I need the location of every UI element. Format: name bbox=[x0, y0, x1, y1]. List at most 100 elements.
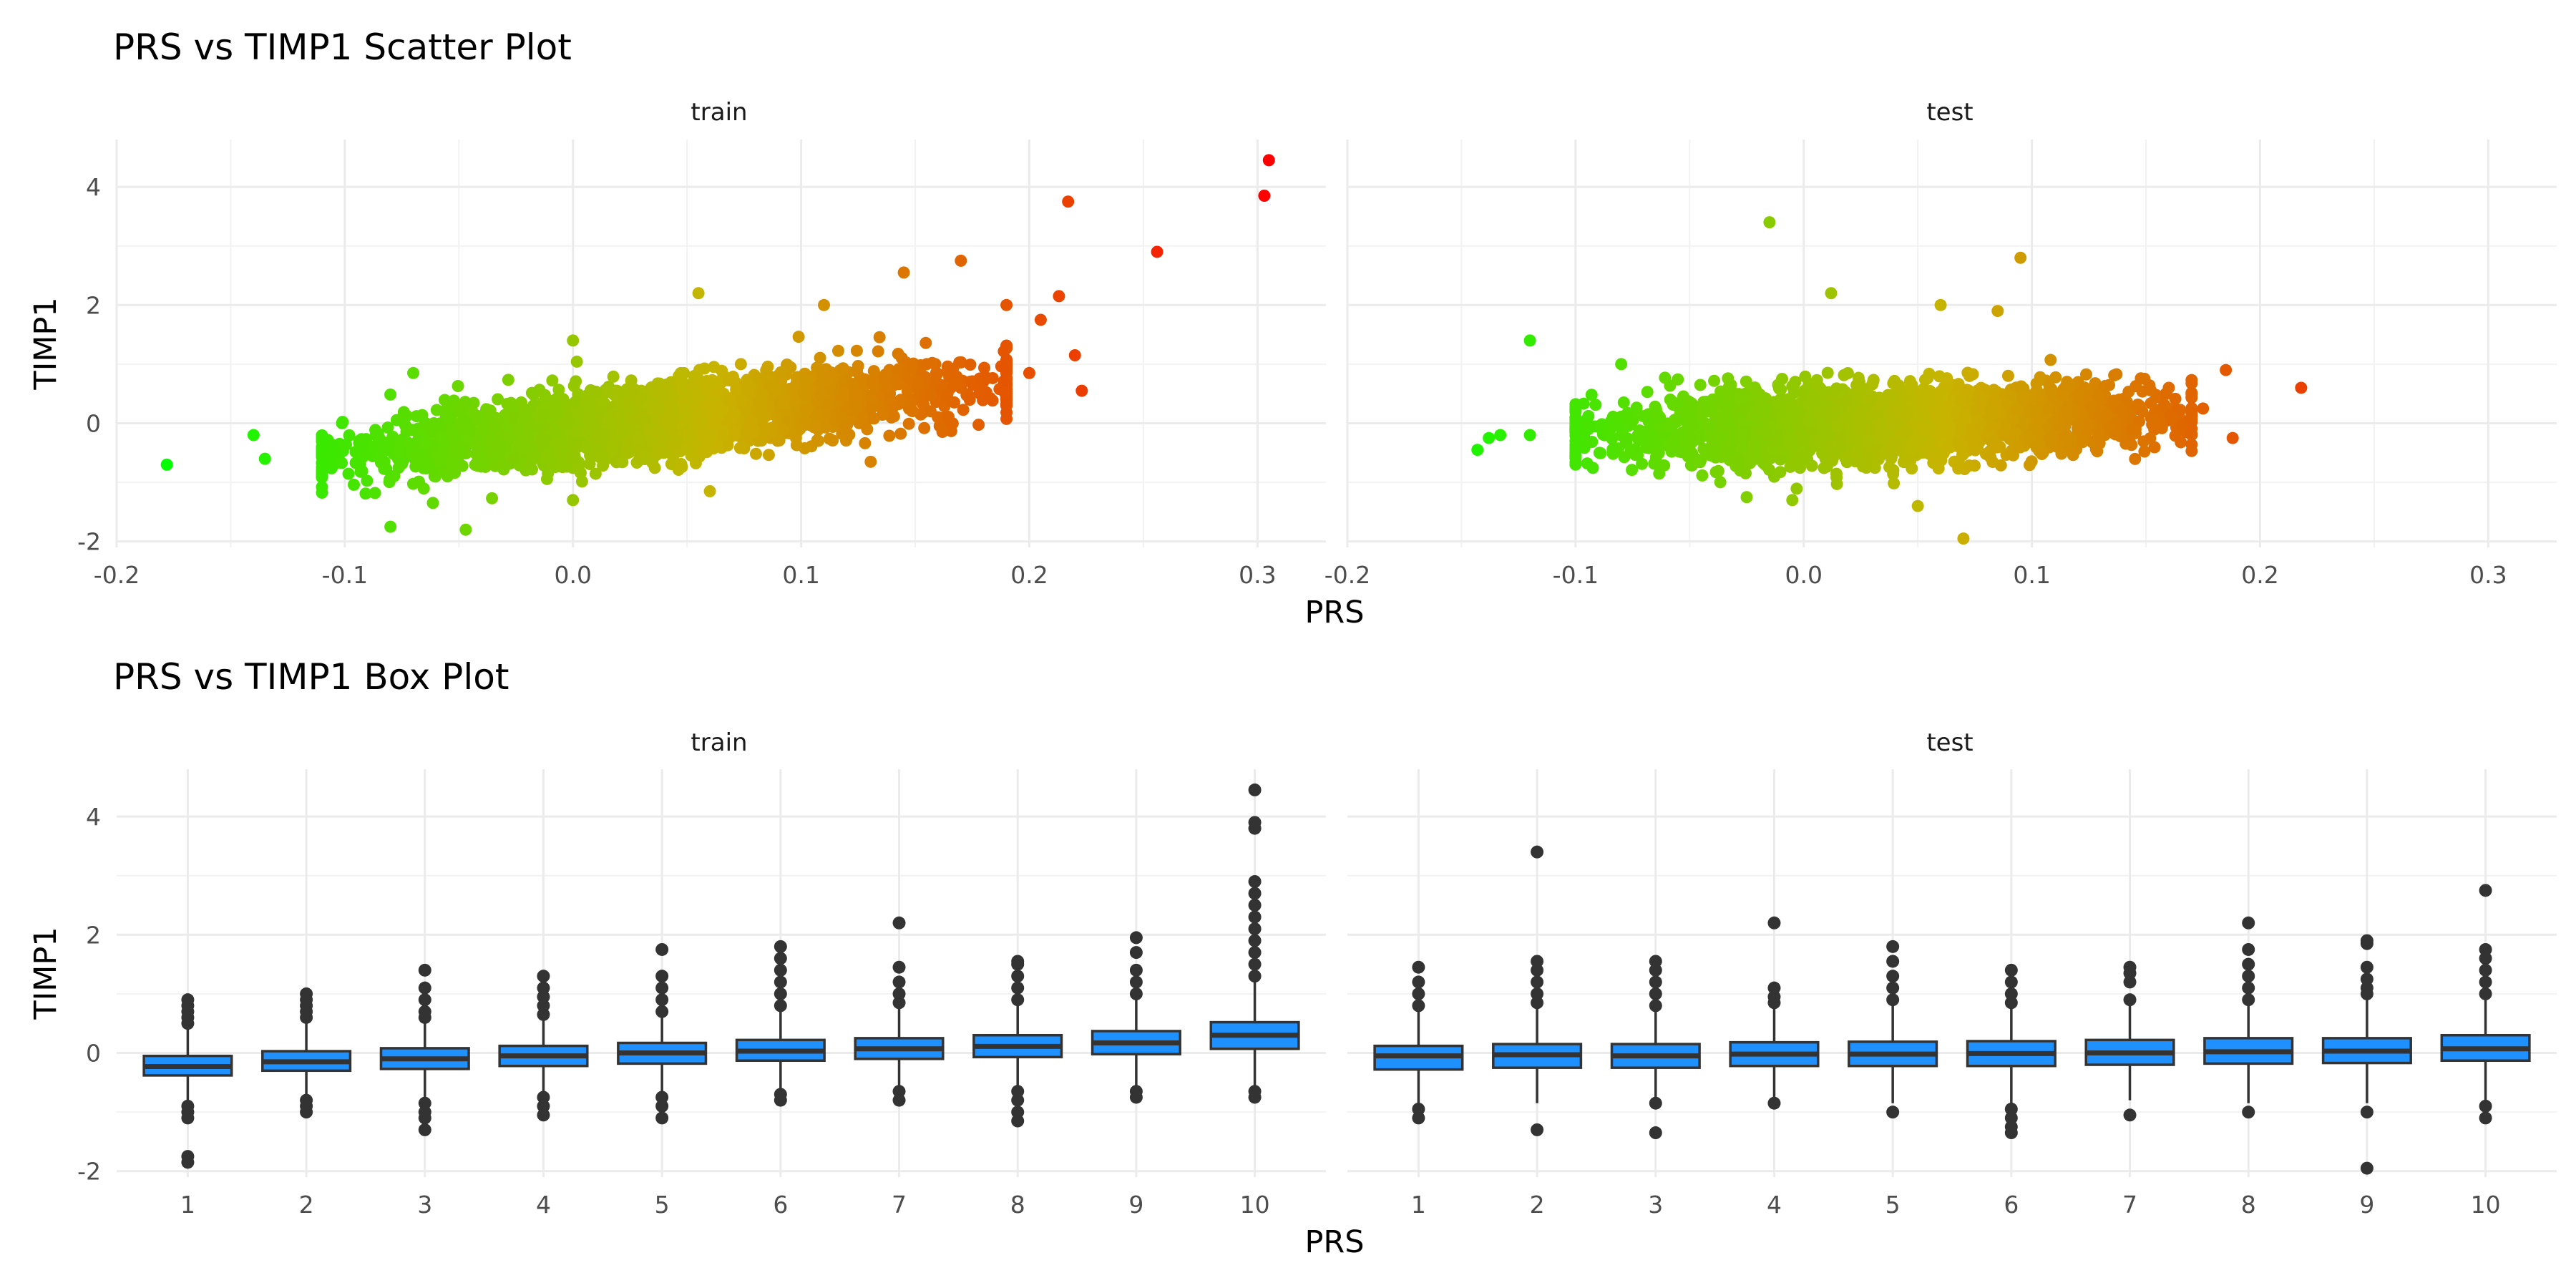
scatter-point bbox=[761, 361, 774, 374]
scatter-point bbox=[567, 334, 580, 347]
scatter-point bbox=[426, 497, 439, 509]
scatter-point bbox=[919, 336, 932, 349]
scatter-point bbox=[436, 431, 449, 444]
scatter-point bbox=[817, 298, 830, 311]
scatter-point bbox=[2034, 371, 2046, 384]
scatter-point bbox=[727, 374, 740, 386]
scatter-point bbox=[597, 427, 610, 440]
scatter-point bbox=[388, 469, 401, 482]
scatter-point bbox=[887, 410, 900, 423]
scatter-point bbox=[485, 449, 498, 462]
scatter-point bbox=[873, 331, 886, 343]
scatter-point bbox=[902, 417, 915, 430]
scatter-point bbox=[918, 421, 931, 434]
scatter-point bbox=[799, 389, 812, 401]
scatter-point bbox=[316, 434, 328, 447]
scatter-point bbox=[613, 409, 626, 422]
scatter-point bbox=[2144, 431, 2157, 444]
scatter-point bbox=[703, 485, 716, 498]
scatter-point bbox=[850, 344, 863, 357]
scatter-point bbox=[558, 419, 571, 431]
scatter-point bbox=[436, 448, 449, 461]
scatter-point bbox=[430, 404, 443, 416]
scatter-point bbox=[492, 393, 504, 406]
scatter-point bbox=[2023, 459, 2036, 472]
x-tick-label: 0.2 bbox=[2241, 561, 2278, 589]
scatter-point bbox=[369, 487, 381, 499]
scatter-point bbox=[384, 520, 397, 533]
scatter-point bbox=[749, 447, 762, 460]
scatter-point bbox=[638, 451, 651, 464]
scatter-point bbox=[353, 458, 366, 471]
scatter-point bbox=[678, 366, 691, 379]
scatter-point bbox=[340, 439, 353, 452]
x-tick-label: 0.0 bbox=[554, 561, 591, 589]
x-tick-label: 0.1 bbox=[2013, 561, 2050, 589]
scatter-point bbox=[967, 379, 980, 391]
scatter-point bbox=[823, 398, 836, 411]
scatter-point bbox=[733, 441, 746, 454]
scatter-point bbox=[360, 447, 373, 460]
scatter-point bbox=[1000, 397, 1013, 410]
scatter-point bbox=[879, 372, 892, 385]
scatter-point bbox=[2129, 452, 2142, 465]
scatter-point bbox=[693, 414, 706, 427]
scatter-point bbox=[566, 436, 579, 449]
scatter-point bbox=[1830, 382, 1843, 395]
scatter-point bbox=[864, 455, 877, 468]
scatter-point bbox=[607, 370, 620, 383]
scatter-point bbox=[540, 451, 553, 464]
scatter-point bbox=[847, 399, 860, 411]
scatter-point bbox=[705, 379, 718, 391]
scatter-point bbox=[843, 428, 856, 441]
scatter-point bbox=[570, 355, 583, 368]
scatter-point bbox=[495, 459, 508, 472]
scatter-point bbox=[709, 418, 722, 431]
scatter-point bbox=[681, 394, 694, 406]
scatter-point bbox=[1772, 379, 1785, 391]
scatter-point bbox=[1712, 464, 1724, 477]
scatter-point bbox=[1034, 313, 1047, 326]
scatter-point bbox=[935, 380, 948, 393]
scatter-point bbox=[1583, 419, 1596, 432]
scatter-point bbox=[502, 374, 514, 386]
scatter-point bbox=[456, 459, 469, 472]
scatter-point bbox=[763, 379, 776, 392]
scatter-point bbox=[1708, 374, 1721, 387]
x-tick-label: -0.2 bbox=[94, 561, 140, 589]
scatter-x-axis-label: PRS bbox=[1304, 595, 1364, 630]
scatter-point bbox=[2082, 418, 2095, 431]
box-test-strip-label: test bbox=[1926, 728, 1973, 757]
box-x-axis-label: PRS bbox=[1304, 1224, 1364, 1260]
scatter-point bbox=[747, 426, 760, 439]
scatter-point bbox=[711, 438, 723, 451]
scatter-point bbox=[336, 416, 348, 429]
scatter-point bbox=[752, 395, 765, 408]
scatter-point bbox=[964, 358, 977, 371]
scatter-point bbox=[680, 405, 693, 418]
scatter-point bbox=[883, 429, 896, 442]
scatter-point bbox=[1075, 384, 1088, 397]
scatter-point bbox=[905, 359, 918, 372]
scatter-point bbox=[814, 351, 826, 364]
scatter-point bbox=[686, 382, 698, 395]
scatter-point bbox=[861, 423, 874, 436]
x-tick-label: 0.2 bbox=[1010, 561, 1048, 589]
scatter-point bbox=[660, 416, 673, 429]
scatter-point bbox=[575, 475, 588, 488]
scatter-point bbox=[1023, 366, 1035, 379]
scatter-point bbox=[924, 405, 937, 418]
scatter-point bbox=[458, 422, 471, 435]
scatter-point bbox=[800, 416, 813, 429]
scatter-point bbox=[1000, 367, 1013, 380]
scatter-point bbox=[1641, 386, 1654, 399]
scatter-point bbox=[730, 383, 743, 396]
scatter-point bbox=[392, 445, 405, 458]
scatter-point bbox=[901, 385, 914, 398]
scatter-point bbox=[836, 362, 849, 375]
box-plot-title: PRS vs TIMP1 Box Plot bbox=[113, 656, 509, 698]
scatter-point bbox=[812, 434, 825, 447]
scatter-point bbox=[998, 386, 1011, 399]
scatter-point bbox=[739, 404, 752, 417]
